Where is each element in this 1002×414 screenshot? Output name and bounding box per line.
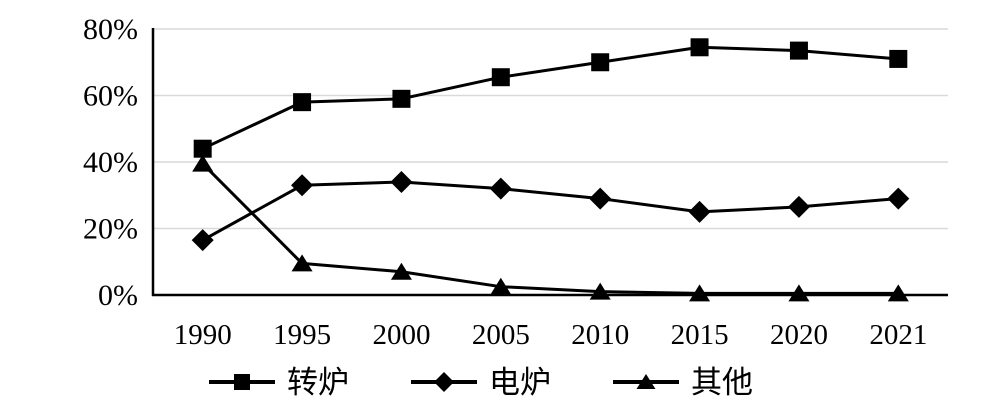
x-tick-label: 1990	[174, 319, 232, 351]
chart-legend: 转炉 电炉 其他	[0, 358, 982, 406]
y-tick-label: 0%	[98, 279, 138, 312]
x-tick-label: 2000	[372, 319, 430, 351]
legend-label-converter: 转炉	[287, 364, 349, 400]
series-line	[201, 180, 899, 242]
y-tick-label: 80%	[83, 13, 138, 46]
x-tick-label: 1995	[273, 319, 331, 351]
diamond-marker-icon	[411, 372, 477, 392]
legend-item-other: 其他	[613, 367, 753, 398]
y-tick-label: 20%	[83, 213, 138, 246]
y-tick-label: 60%	[83, 80, 138, 113]
legend-item-converter: 转炉	[209, 367, 349, 398]
legend-label-electric-furnace: 电炉	[489, 364, 551, 400]
series-line	[201, 162, 899, 295]
series-triangle	[192, 154, 909, 302]
legend-label-other: 其他	[691, 364, 753, 400]
series-square	[193, 38, 908, 158]
x-tick-label: 2020	[770, 319, 828, 351]
y-tick-label: 40%	[83, 146, 138, 179]
x-tick-label: 2015	[671, 319, 729, 351]
x-tick-label: 2021	[869, 319, 927, 351]
series-line	[202, 45, 899, 151]
x-tick-label: 2005	[472, 319, 530, 351]
legend-item-electric-furnace: 电炉	[411, 367, 551, 398]
square-marker-icon	[209, 374, 275, 390]
series-diamond	[191, 170, 910, 252]
x-tick-label: 2010	[571, 319, 629, 351]
triangle-marker-icon	[613, 374, 679, 389]
